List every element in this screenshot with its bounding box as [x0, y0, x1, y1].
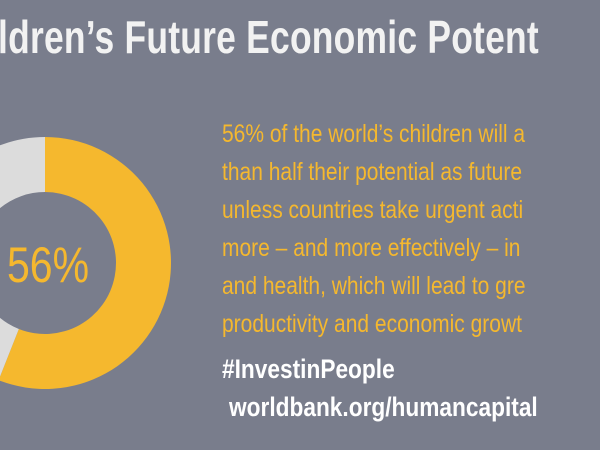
- hashtag: #InvestinPeople: [222, 354, 395, 384]
- body-text-line: unless countries take urgent acti: [222, 196, 524, 224]
- body-text-line: than half their potential as future: [222, 158, 523, 186]
- body-text-line: and health, which will lead to gre: [222, 272, 526, 300]
- body-text-line: productivity and economic growt: [222, 310, 522, 338]
- body-text-line: more – and more effectively – in: [222, 234, 521, 262]
- page-title: ldren’s Future Economic Potent: [0, 11, 539, 63]
- donut-slice-value: [0, 137, 171, 389]
- body-text-line: 56% of the world’s children will a: [222, 120, 526, 148]
- donut-center-label: 56%: [7, 237, 90, 293]
- donut-slice-remainder: [0, 137, 45, 377]
- website-link[interactable]: worldbank.org/humancapital: [229, 392, 538, 422]
